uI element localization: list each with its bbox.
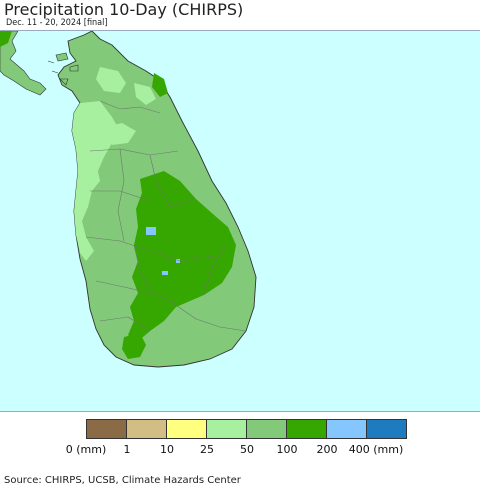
legend-label-25: 25 — [200, 443, 214, 456]
india-interior-patch — [0, 31, 12, 47]
legend-label-0: 0 (mm) — [65, 443, 107, 456]
precip-25-50-north — [96, 67, 126, 93]
map-title: Precipitation 10-Day (CHIRPS) — [4, 0, 244, 19]
legend-swatch-100-200 — [287, 420, 327, 438]
legend-swatch-400-plus — [367, 420, 406, 438]
precip-200-400-patch-a — [146, 227, 156, 235]
precip-200-400-patch-b — [176, 259, 180, 263]
legend-label-10: 10 — [160, 443, 174, 456]
precip-25-50-west — [72, 101, 120, 261]
map-subtitle: Dec. 11 - 20, 2024 [final] — [6, 18, 108, 28]
northern-islets — [55, 52, 79, 86]
legend-color-bar — [86, 419, 407, 439]
precip-100-200-central — [128, 171, 236, 343]
coastal-outlines — [47, 60, 59, 74]
precip-100-200-south — [122, 333, 146, 359]
legend-label-1: 1 — [123, 443, 131, 456]
precip-200-400-patch-c — [162, 271, 168, 275]
legend-label-50: 50 — [240, 443, 254, 456]
map-panel — [0, 30, 480, 412]
precip-25-50-northeast — [134, 83, 156, 105]
precip-25-50-midwest — [104, 123, 136, 145]
legend-swatch-10-25 — [167, 420, 207, 438]
india-coast-region — [0, 30, 47, 96]
legend-swatch-25-50 — [207, 420, 247, 438]
legend-swatch-50-100 — [247, 420, 287, 438]
source-credit: Source: CHIRPS, UCSB, Climate Hazards Ce… — [4, 475, 241, 486]
legend-swatch-0-1 — [87, 420, 127, 438]
map-canvas — [0, 30, 257, 368]
legend-label-400: 400 (mm) — [348, 443, 404, 456]
legend-swatch-200-400 — [327, 420, 367, 438]
legend-label-200: 200 — [316, 443, 338, 456]
district-boundaries — [85, 100, 247, 332]
legend-label-100: 100 — [276, 443, 298, 456]
precip-100-200-northeast — [152, 73, 168, 97]
legend-swatch-1-10 — [127, 420, 167, 438]
